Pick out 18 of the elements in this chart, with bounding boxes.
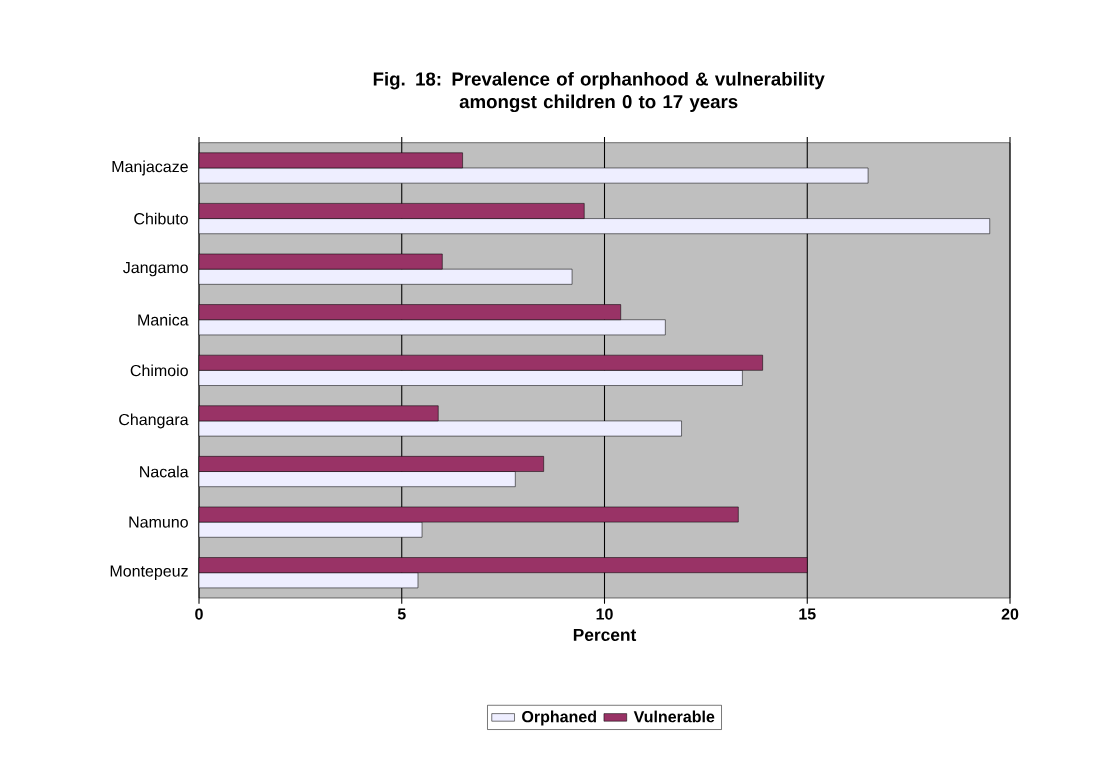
chart-title: Fig. 18: Prevalence of orphanhood & vulnerability amongst children 0 to 17 years bbox=[373, 71, 825, 113]
x-tick-label: 0 bbox=[195, 608, 203, 620]
y-tick-label: Chimoio bbox=[130, 364, 188, 377]
y-tick-label: Changara bbox=[119, 413, 189, 429]
x-tick-label: 10 bbox=[596, 608, 613, 620]
y-tick-label: Nacala bbox=[140, 465, 189, 478]
x-tick-label: 15 bbox=[799, 608, 816, 620]
y-tick-label: Namuno bbox=[129, 516, 188, 528]
legend-label: Orphaned bbox=[522, 710, 596, 726]
x-tick-label: 5 bbox=[397, 608, 406, 620]
y-tick-label: Manjacaze bbox=[112, 160, 188, 176]
y-tick-label: Jangamo bbox=[123, 262, 188, 277]
legend-label: Vulnerable bbox=[633, 710, 715, 723]
x-axis-title: Percent bbox=[573, 628, 637, 641]
y-tick-label: Manica bbox=[138, 313, 189, 326]
y-tick-label: Montepeuz bbox=[110, 565, 188, 580]
y-tick-label: Chibuto bbox=[134, 212, 188, 225]
x-tick-label: 20 bbox=[1001, 608, 1019, 620]
